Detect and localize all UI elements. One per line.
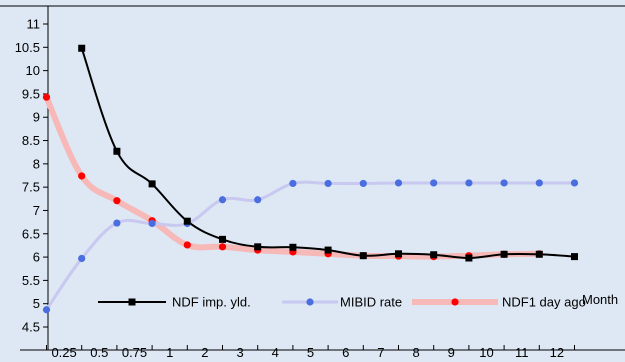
x-tick-label: 9 (448, 345, 455, 360)
x-tick-label: 1 (166, 345, 173, 360)
data-point (289, 243, 297, 251)
data-point (78, 254, 86, 263)
data-point (183, 241, 191, 249)
series-line-1 (45, 180, 576, 312)
x-tick-label: 0.75 (122, 345, 147, 360)
series-markers (42, 44, 579, 314)
data-point (78, 172, 86, 180)
x-tick-label: 0.25 (51, 345, 76, 360)
legend-swatch-marker (306, 298, 314, 306)
data-point (183, 217, 191, 225)
series-lines (43, 47, 576, 312)
data-point (500, 250, 508, 258)
y-tick-label: 4.5 (22, 320, 40, 335)
y-tick-label: 10.5 (15, 40, 40, 55)
data-point (570, 179, 579, 187)
legend-label: MIBID rate (340, 295, 402, 310)
data-point (359, 179, 367, 188)
data-point (571, 253, 578, 261)
x-tick-label: 5 (307, 345, 314, 360)
legend: NDF imp. yld. MIBID rate NDF1 day ago (98, 295, 586, 310)
data-point (218, 243, 227, 251)
data-point (289, 179, 297, 188)
data-point (254, 243, 262, 251)
x-tick-label: 0.5 (90, 345, 108, 360)
axes: 11 10.5 10 9.5 9 8.5 8 7.5 7 6.5 6 5.5 5 4.5 0.25 0.5 0.… (0, 5, 625, 360)
y-tick-label: 9 (33, 110, 40, 125)
data-point (535, 179, 543, 187)
series-line-2 (43, 94, 543, 260)
data-point (430, 251, 438, 259)
data-point (42, 306, 51, 314)
data-point (148, 219, 156, 228)
legend-label: NDF1 day ago (502, 295, 586, 310)
y-tick-label: 10 (26, 63, 40, 78)
x-tick-label: 11 (515, 345, 529, 360)
data-point (113, 147, 121, 155)
data-point (394, 179, 403, 187)
data-point (113, 219, 121, 227)
data-point (254, 196, 262, 204)
data-point (324, 179, 332, 188)
data-point (218, 196, 227, 204)
y-tick-label: 6.5 (22, 226, 40, 241)
legend-swatch-marker (128, 298, 136, 306)
x-tick-label: 3 (236, 345, 243, 360)
y-tick-label: 5.5 (22, 273, 40, 288)
data-point (148, 180, 156, 188)
x-tick-label: 12 (550, 345, 564, 360)
y-tick-label: 9.5 (22, 86, 40, 101)
data-point (430, 179, 438, 187)
data-point (535, 250, 543, 258)
data-point (500, 179, 508, 187)
y-tick-label: 5 (33, 296, 40, 311)
x-tick-label: 4 (272, 345, 279, 360)
data-point (465, 254, 473, 262)
y-tick-label: 6 (33, 250, 40, 265)
legend-swatch-marker (451, 298, 459, 306)
x-tick-label: 7 (377, 345, 384, 360)
y-tick-label: 8.5 (22, 133, 40, 148)
x-tick-label: 8 (412, 345, 419, 360)
y-tick-label: 7 (33, 203, 40, 218)
data-point (395, 250, 402, 258)
x-tick-label: 6 (342, 345, 349, 360)
data-point (465, 179, 473, 187)
legend-label: NDF imp. yld. (172, 295, 251, 310)
data-point (324, 246, 332, 254)
data-point (219, 235, 226, 243)
y-tick-label: 7.5 (22, 180, 40, 195)
y-tick-label: 8 (33, 156, 40, 171)
x-tick-label: 10 (479, 345, 493, 360)
data-point (78, 44, 86, 52)
data-point (359, 252, 367, 260)
x-tick-label: 2 (201, 345, 208, 360)
x-axis-unit-label: Month (582, 292, 618, 307)
y-tick-label: 11 (27, 17, 41, 32)
data-point (113, 197, 121, 205)
data-point (42, 93, 51, 101)
